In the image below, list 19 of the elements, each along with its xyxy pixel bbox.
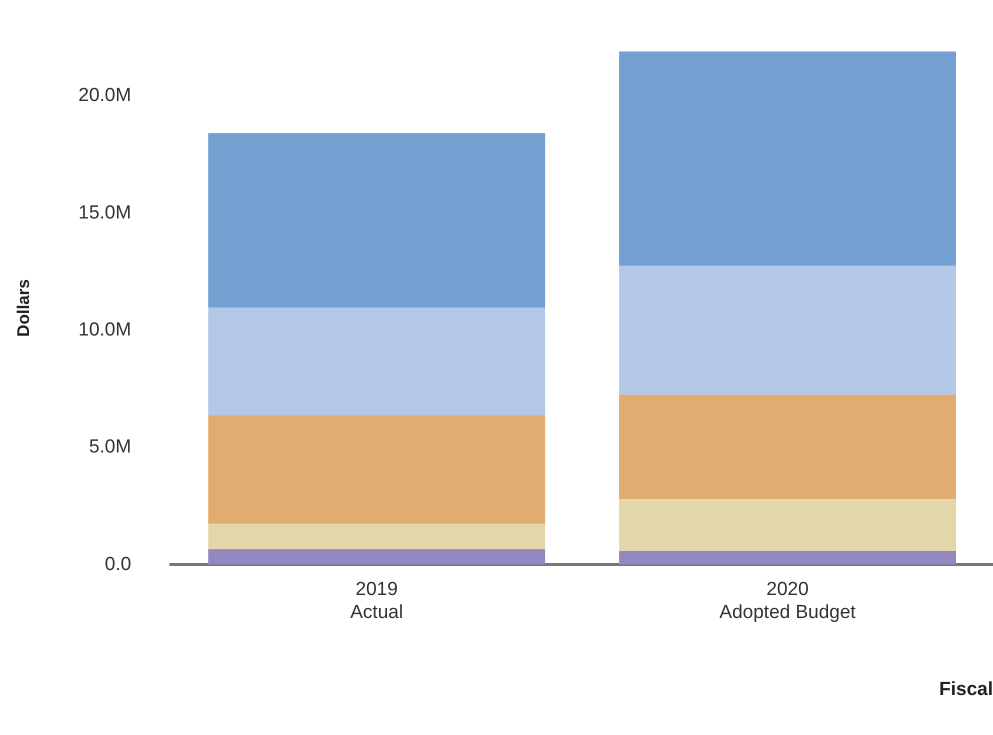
y-axis-title: Dollars (14, 279, 33, 337)
y-tick-label: 0.0 (104, 554, 132, 575)
y-tick-label: 5.0M (88, 436, 132, 458)
bar (208, 549, 546, 565)
x-tick-label: 2020 Adopted Budget (719, 579, 856, 624)
bar (619, 51, 956, 266)
bar (208, 416, 546, 524)
x-tick-label: 2019 Actual (350, 579, 404, 624)
bar (619, 499, 956, 552)
y-tick-label: 15.0M (78, 202, 132, 224)
y-tick-label: 10.0M (78, 319, 132, 340)
x-axis-title: Fiscal (939, 678, 993, 700)
bar (619, 394, 956, 500)
y-tick-label: 20.0M (78, 85, 132, 106)
bar (208, 308, 546, 416)
bar (619, 266, 956, 395)
bar (208, 133, 546, 308)
bar (619, 551, 956, 565)
bar (208, 524, 546, 550)
